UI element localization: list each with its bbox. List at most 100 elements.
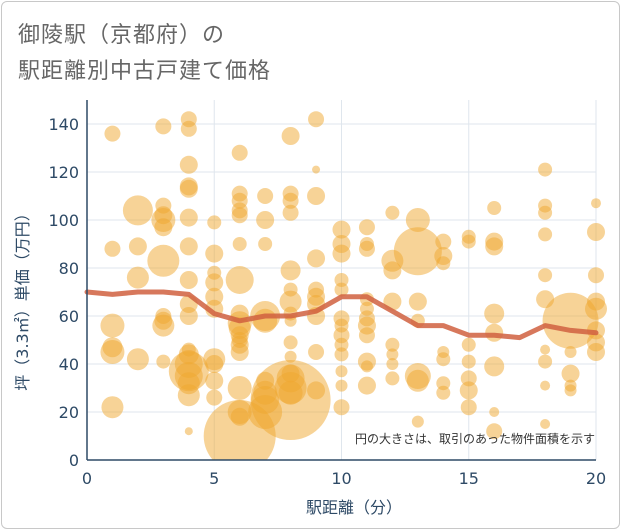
bubble-point [179, 237, 198, 256]
bubble-point [459, 381, 478, 400]
bubble-point [282, 192, 299, 209]
bubble-point [205, 371, 224, 390]
bubble-point [205, 244, 224, 263]
y-tick-label: 0 [69, 451, 79, 470]
bubble-point [540, 419, 551, 429]
bubble-point [436, 352, 451, 367]
bubble-point [332, 220, 351, 239]
x-tick-label: 20 [586, 469, 606, 488]
bubble-point [486, 423, 503, 440]
bubble-point [122, 195, 153, 226]
bubble-point [538, 227, 553, 242]
bubble-point [126, 348, 149, 371]
bubble-point [405, 208, 430, 232]
bubble-point [538, 268, 553, 283]
bubble-point [307, 249, 326, 268]
bubble-point [333, 399, 350, 416]
bubble-point [489, 407, 500, 417]
bubble-point [406, 369, 429, 392]
bubble-point [227, 376, 252, 400]
average-price-line [84, 289, 599, 341]
bubble-point [231, 144, 248, 161]
bubble-point [308, 344, 325, 360]
bubble-point [104, 125, 121, 142]
bubble-point [152, 314, 175, 337]
bubble-point [206, 389, 223, 406]
bubble-point [225, 266, 254, 294]
bubble-point [179, 307, 198, 325]
bubble-point [308, 111, 325, 128]
bubble-point [538, 162, 553, 177]
bubble-point [312, 165, 321, 174]
bubble-point [385, 337, 400, 352]
bubble-point [484, 303, 505, 324]
bubble-point [104, 240, 121, 257]
bubble-point [358, 219, 375, 236]
bubble-point [386, 358, 399, 370]
bubble-point [561, 364, 580, 383]
y-tick-label: 40 [59, 355, 79, 374]
bubble-point [147, 244, 180, 277]
bubble-point [461, 337, 476, 352]
bubble-point [205, 273, 224, 292]
bubble-point [231, 207, 248, 224]
bubble-point [334, 347, 349, 362]
bubble-point [335, 379, 348, 392]
bubble-point [334, 337, 349, 352]
y-axis-label: 坪（3.3㎡）単価（万円） [13, 205, 32, 390]
bubble-point [307, 187, 326, 205]
bubble-point [385, 371, 400, 386]
bubble-point [393, 227, 442, 276]
bubble-point [587, 343, 605, 361]
bubble-point [485, 237, 504, 256]
bubble-point [155, 118, 172, 135]
bubble-point [334, 282, 349, 297]
bubble-point [184, 427, 193, 436]
bubble-point [436, 385, 451, 400]
bubble-point [332, 244, 351, 263]
bubble-point [232, 237, 247, 251]
bubble-point [540, 380, 551, 391]
bubble-point [179, 271, 198, 289]
trend-layer [84, 289, 599, 341]
bubble-point [100, 313, 125, 338]
bubble-point [461, 354, 476, 369]
bubble-point [177, 384, 200, 407]
bubble-point [436, 376, 451, 391]
bubble-point [358, 327, 375, 344]
bubble-point [307, 381, 326, 400]
bubble-point [284, 350, 297, 363]
bubble-point [484, 356, 505, 377]
bubble-point [542, 292, 599, 349]
y-tick-label: 80 [59, 259, 79, 278]
bubble-point [258, 237, 273, 251]
chart-title-line-2: 駅距離別中古戸建て価格 [18, 59, 272, 84]
bubble-point [360, 360, 373, 373]
bubble-point [256, 211, 275, 229]
x-tick-label: 0 [82, 469, 92, 488]
bubble-point [257, 188, 274, 204]
bubble-point [281, 127, 300, 145]
bubble-point [101, 396, 124, 419]
x-axis-label: 駅距離（分） [306, 498, 402, 517]
bubble-point [540, 344, 551, 355]
bubble-point [487, 201, 502, 215]
bubble-point [538, 354, 553, 369]
bubble-point [100, 340, 125, 364]
x-tick-label: 5 [209, 469, 219, 488]
y-tick-label: 20 [59, 403, 79, 422]
bubble-point [383, 261, 402, 280]
bubble-point [230, 343, 249, 361]
bubble-point [279, 290, 302, 313]
bubble-point [538, 205, 553, 220]
bubble-point [461, 234, 476, 249]
bubble-point [564, 384, 577, 397]
y-tick-label: 140 [48, 115, 79, 134]
bubble-point [205, 355, 224, 373]
chart-title: 御陵駅（京都府）の 駅距離別中古戸建て価格 [18, 18, 271, 90]
bubble-point [128, 237, 147, 256]
bubble-point [460, 399, 477, 416]
bubble-point [156, 354, 171, 369]
bubble-layer [100, 111, 607, 460]
